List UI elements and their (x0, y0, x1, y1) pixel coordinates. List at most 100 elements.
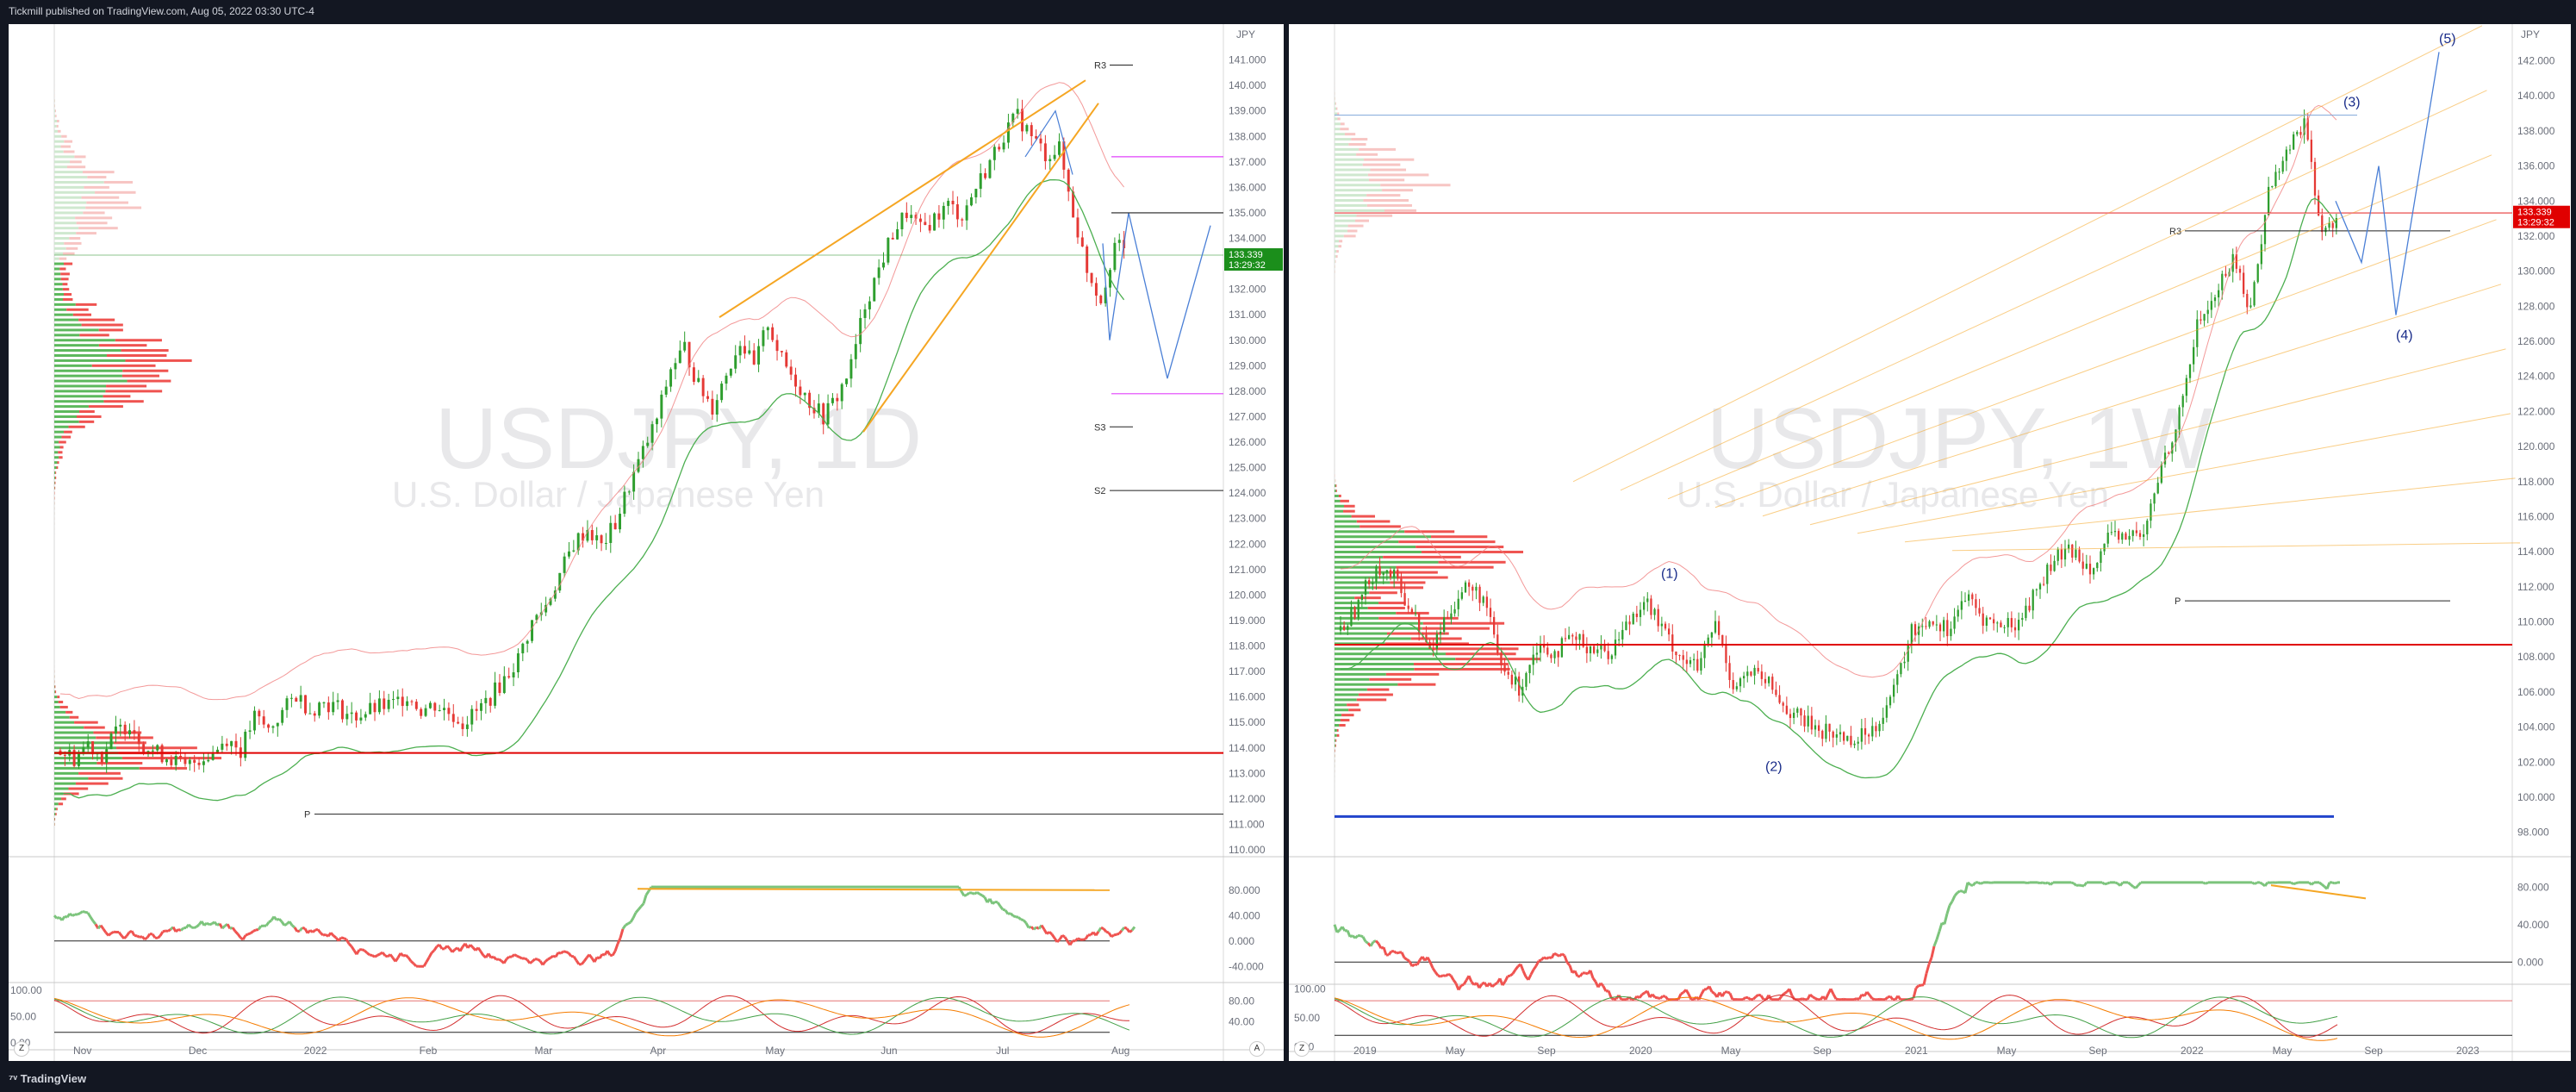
rsi-segment (498, 958, 502, 963)
candle-up (1596, 649, 1599, 653)
candle-up (887, 237, 890, 263)
volume-bar-down (1351, 138, 1368, 141)
volume-bar-down (1348, 142, 1366, 146)
rsi-segment (177, 927, 182, 932)
candle-up (2281, 160, 2284, 172)
rsi-segment (454, 946, 458, 951)
volume-bar-up (1335, 509, 1344, 513)
candle-down (2224, 273, 2227, 277)
volume-bar-down (59, 440, 66, 444)
volume-bar-up (54, 257, 59, 260)
rsi-segment (1377, 943, 1383, 949)
candle-up (992, 147, 996, 160)
candle-up (2075, 549, 2077, 558)
volume-bar-up (54, 150, 64, 153)
candle-up (873, 278, 876, 302)
zoom-button[interactable]: Z (1294, 1041, 1310, 1057)
candle-down (1468, 582, 1471, 587)
auto-scale-button[interactable]: A (1249, 1041, 1265, 1057)
candle-down (891, 237, 894, 240)
zoom-button[interactable]: Z (14, 1041, 29, 1057)
candle-down (1789, 714, 1792, 719)
pitchfork-line (1904, 477, 2516, 543)
rsi-segment (601, 952, 606, 957)
stoch-tick-label: 100.00 (1294, 983, 1326, 995)
rsi-segment (146, 933, 152, 939)
rsi-segment (644, 889, 650, 896)
candle-up (174, 755, 177, 765)
rsi-segment (1727, 990, 1731, 995)
candle-up (2171, 442, 2174, 454)
volume-bar-down (63, 150, 75, 153)
rsi-segment (1617, 994, 1623, 1001)
rsi-segment (427, 952, 433, 958)
candle-down (1810, 715, 1813, 730)
candle-down (2010, 618, 2013, 627)
weekly-chart-svg[interactable]: USDJPY, 1W U.S. Dollar / Japanese Yen JP… (1289, 24, 2571, 1061)
volume-bar-down (1404, 530, 1455, 534)
rsi-segment (1478, 983, 1484, 989)
price-tick-label: 131.000 (1229, 309, 1266, 321)
time-axis-label: 2020 (1629, 1045, 1652, 1057)
volume-bar-down (91, 364, 156, 367)
candle-down (1489, 608, 1492, 617)
volume-bar-down (1369, 677, 1412, 681)
trend-line-red (1340, 104, 2337, 678)
candle-up (2188, 364, 2192, 378)
candle-down (1593, 646, 1596, 653)
candle-down (475, 708, 478, 711)
rsi-segment (381, 952, 387, 957)
candle-up (188, 759, 191, 764)
rsi-segment (298, 927, 304, 932)
rsi-segment (1680, 991, 1684, 995)
daily-chart-svg[interactable]: USDJPY, 1D U.S. Dollar / Japanese Yen JP… (9, 24, 1284, 1061)
price-tick-label: 129.000 (1229, 359, 1266, 371)
candle-up (1807, 715, 1809, 727)
rsi-segment (1361, 936, 1367, 943)
candle-down (1975, 599, 1977, 608)
candle-up (2100, 551, 2102, 564)
rsi-segment (1700, 989, 1706, 995)
rsi-tick-label: 0.000 (2517, 956, 2543, 968)
rsi-segment (302, 926, 306, 930)
rsi-segment (1406, 958, 1410, 963)
candle-up (1347, 626, 1349, 630)
candle-up (1372, 582, 1374, 584)
rsi-segment (1561, 952, 1565, 957)
rsi-segment (213, 920, 219, 927)
rsi-segment (1353, 934, 1360, 939)
price-tick-label: 114.000 (1229, 742, 1266, 754)
volume-bar-up (54, 145, 61, 148)
time-axis-label: Jun (880, 1045, 897, 1057)
candle-down (2313, 161, 2317, 196)
candle-down (1982, 613, 1984, 626)
candle-up (1700, 658, 1702, 671)
candle-up (1963, 600, 1967, 602)
volume-bar-up (1335, 708, 1349, 712)
candle-up (988, 159, 992, 178)
volume-bar-up (54, 761, 97, 764)
volume-bar-down (115, 339, 162, 342)
volume-bar-up (1335, 209, 1385, 212)
rsi-segment (130, 930, 136, 937)
rsi-segment (2318, 881, 2323, 886)
candle-down (1635, 614, 1638, 617)
volume-bar-down (63, 792, 79, 796)
price-tick-label: 122.000 (1229, 538, 1266, 550)
volume-bar-down (61, 134, 67, 138)
rsi-segment (1349, 934, 1353, 939)
candle-down (1682, 655, 1684, 660)
price-tick-label: 141.000 (1229, 54, 1266, 66)
candle-down (1550, 654, 1552, 658)
candle-down (340, 700, 344, 720)
candle-up (738, 346, 742, 356)
candle-down (1803, 715, 1806, 727)
volume-bar-up (54, 766, 140, 770)
candle-up (2007, 618, 2009, 627)
candle-up (86, 741, 90, 748)
chart-panel-daily[interactable]: USDJPY, 1D U.S. Dollar / Japanese Yen JP… (9, 24, 1284, 1061)
chart-panel-weekly[interactable]: USDJPY, 1W U.S. Dollar / Japanese Yen JP… (1289, 24, 2571, 1061)
rsi-segment (621, 924, 627, 930)
rsi-segment (1613, 997, 1617, 1002)
rsi-segment (1073, 937, 1080, 942)
